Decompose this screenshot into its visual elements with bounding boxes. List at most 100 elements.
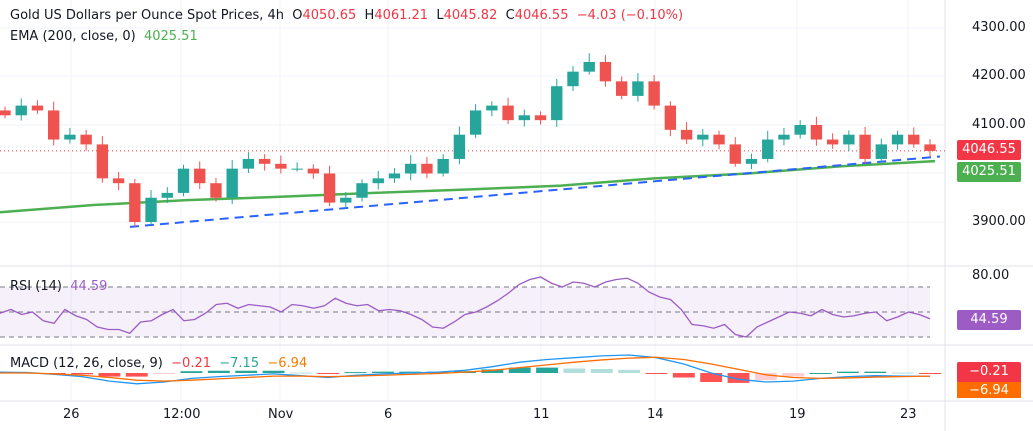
macd-histogram-bar <box>919 373 941 374</box>
macd-histogram-bar <box>317 373 340 374</box>
candle-body <box>129 183 141 222</box>
macd-histogram-bar <box>125 373 148 377</box>
macd-histogram-bar <box>782 373 805 377</box>
candle-body <box>372 178 384 184</box>
candle-body <box>307 168 320 174</box>
macd-histogram-bar <box>508 367 531 373</box>
candle-body <box>583 61 595 72</box>
ema-label: EMA (200, close, 0) <box>10 29 136 44</box>
macd-histogram-bar <box>891 372 914 374</box>
macd-histogram-bar <box>618 369 641 373</box>
macd-histogram-bar <box>754 373 777 381</box>
macd-histogram-bar <box>153 373 176 374</box>
rsi-label: RSI (14) <box>10 279 62 294</box>
candle-body <box>15 105 27 116</box>
signal-tag: −6.94 <box>957 382 1021 398</box>
high-value: 4061.21 <box>374 8 429 23</box>
macd-histogram-bar <box>71 373 93 375</box>
candle-body <box>210 183 222 198</box>
candle-body <box>145 197 157 222</box>
macd-hist-value: −0.21 <box>171 356 211 371</box>
macd-line <box>0 354 931 385</box>
x-tick: 11 <box>533 407 550 422</box>
candle-body <box>794 125 806 135</box>
ema-legend: EMA (200, close, 0) 4025.51 <box>10 29 198 44</box>
macd-histogram-bar <box>180 371 203 373</box>
candle-body <box>599 61 612 82</box>
rsi-tag: 44.59 <box>957 310 1021 330</box>
candle-body <box>177 168 190 193</box>
candle-body <box>567 71 579 87</box>
y-tick: 4200.00 <box>972 68 1026 83</box>
macd-signal-value: −6.94 <box>267 356 308 371</box>
low-label: L <box>436 8 444 23</box>
close-value: 4046.55 <box>514 8 569 23</box>
candle-body <box>615 81 628 96</box>
candle-body <box>486 105 498 111</box>
macd-histogram-bar <box>207 370 230 373</box>
candle-body <box>356 183 368 198</box>
candle-body <box>48 110 60 140</box>
candle-body <box>291 168 303 170</box>
macd-histogram-bar <box>536 367 558 373</box>
macd-histogram-bar <box>700 373 723 382</box>
x-tick: 6 <box>384 407 393 422</box>
candle-body <box>826 139 839 145</box>
candle-body <box>80 134 92 145</box>
close-label: C <box>505 8 515 23</box>
candle-body <box>534 115 547 121</box>
x-tick: 26 <box>63 407 80 422</box>
candle-body <box>469 110 482 135</box>
candle-body <box>437 158 449 174</box>
rsi-line <box>0 276 931 338</box>
open-label: O <box>292 8 303 23</box>
macd-histogram-bar <box>645 373 668 374</box>
candle-body <box>194 168 206 184</box>
x-tick: 19 <box>789 407 806 422</box>
ema-value: 4025.51 <box>143 29 198 44</box>
macd-histogram-bar <box>837 371 859 373</box>
candle-body <box>96 144 109 179</box>
candle-body <box>275 163 287 169</box>
candle-body <box>908 134 920 145</box>
candle-body <box>242 158 255 169</box>
candle-body <box>31 105 44 111</box>
x-tick: Nov <box>268 407 294 422</box>
y-tick: 4300.00 <box>972 20 1026 35</box>
candle-body <box>664 105 677 130</box>
candle-body <box>680 129 693 140</box>
candle-body <box>762 139 774 159</box>
candle-body <box>112 178 125 184</box>
macd-histogram-bar <box>864 371 887 373</box>
macd-histogram-bar <box>344 372 367 374</box>
candle-body <box>891 134 904 145</box>
macd-histogram-bar <box>727 373 750 383</box>
candle-body <box>64 134 76 140</box>
candle-body <box>778 134 790 140</box>
rsi-legend: RSI (14) 44.59 <box>10 279 107 294</box>
open-value: 4050.65 <box>302 8 357 23</box>
ema-tag: 4025.51 <box>957 162 1021 182</box>
low-value: 4045.82 <box>443 8 498 23</box>
candle-body <box>453 134 466 159</box>
change-value: −4.03 (−0.10%) <box>576 8 684 23</box>
macd-histogram-bar <box>590 368 613 373</box>
x-tick: 23 <box>900 407 917 422</box>
rsi-value: 44.59 <box>70 279 108 294</box>
macd-legend: MACD (12, 26, close, 9) −0.21 −7.15 −6.9… <box>10 356 307 371</box>
macd-histogram-bar <box>399 371 422 373</box>
candle-body <box>843 134 855 145</box>
candle-body <box>859 134 871 159</box>
macd-histogram-bar <box>481 369 504 373</box>
macd-histogram-bar <box>809 373 832 374</box>
candle-body <box>388 173 401 179</box>
candle-body <box>323 173 336 203</box>
candle-body <box>226 168 238 198</box>
macd-histogram-bar <box>372 371 394 373</box>
signal-line <box>0 356 931 382</box>
candle-body <box>258 158 271 164</box>
candle-body <box>875 144 887 159</box>
candle-body <box>924 144 936 151</box>
